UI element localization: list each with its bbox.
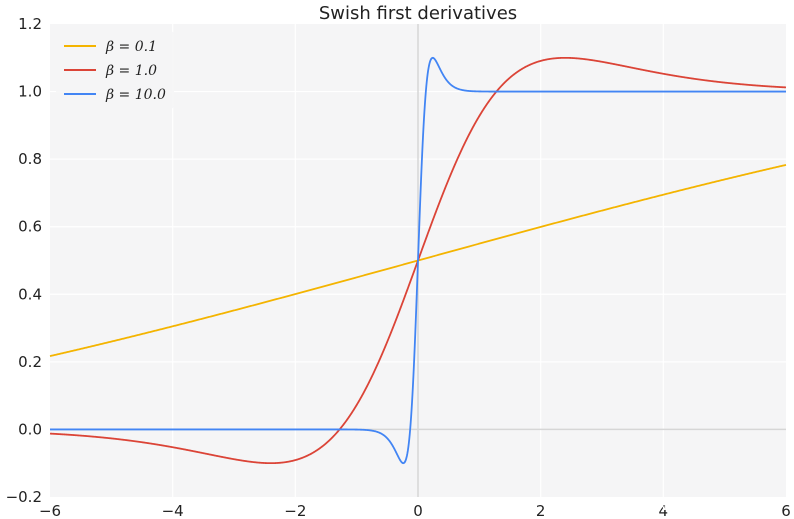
y-tick-label: 1.2 [18, 15, 42, 33]
y-tick-label: 0.4 [18, 285, 42, 303]
y-tick-labels: −0.2 0.0 0.2 0.4 0.6 0.8 1.0 1.2 [6, 15, 42, 506]
x-tick-label: −6 [39, 502, 61, 519]
watermark-credit: CSDN @小小老大MUTA [630, 499, 773, 514]
watermark: https://blog CSDN @小小老大MUTA [552, 496, 773, 514]
chart-title: Swish first derivatives [319, 3, 517, 24]
x-tick-label: 6 [781, 502, 791, 519]
legend-box [56, 31, 174, 109]
x-tick-label: 0 [413, 502, 423, 519]
legend-label: β = 10.0 [105, 87, 166, 103]
y-tick-label: 0.8 [18, 150, 42, 168]
x-tick-label: 2 [536, 502, 546, 519]
x-tick-labels: −6 −4 −2 0 2 4 6 [39, 502, 791, 519]
y-tick-label: 0.2 [18, 353, 42, 371]
legend: β = 0.1 β = 1.0 β = 10.0 [56, 31, 174, 109]
legend-label: β = 0.1 [105, 39, 157, 55]
x-tick-label: −2 [284, 502, 306, 519]
legend-label: β = 1.0 [105, 63, 157, 79]
series-line-beta-10 [50, 56, 786, 465]
series-lines [49, 56, 787, 465]
x-tick-label: −4 [162, 502, 184, 519]
x-tick-label: 4 [659, 502, 669, 519]
y-tick-label: 0.6 [18, 218, 42, 236]
watermark-url: https://blog [552, 496, 627, 511]
y-tick-label: 1.0 [18, 83, 42, 101]
y-tick-label: −0.2 [6, 488, 42, 506]
y-tick-label: 0.0 [18, 420, 42, 438]
